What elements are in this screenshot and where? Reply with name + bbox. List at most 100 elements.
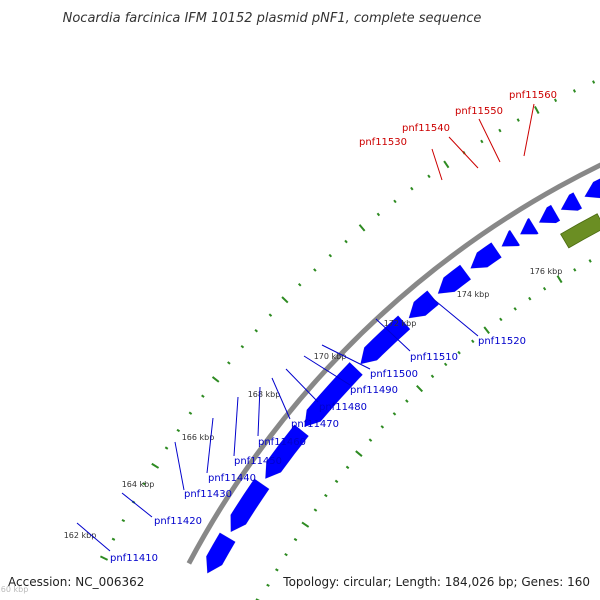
inner-tick [405, 399, 409, 403]
inner-tick [334, 479, 339, 484]
outer-tick [553, 98, 558, 103]
outer-tick [358, 224, 366, 232]
reverse-gene-label: pnf11490 [350, 385, 398, 396]
inner-tick [324, 493, 328, 498]
backbone-arc [186, 162, 600, 565]
reverse-gene-label: pnf11410 [110, 553, 158, 564]
inner-tick [313, 508, 318, 512]
reverse-gene-leader [431, 297, 479, 337]
reverse-gene-leader [206, 417, 214, 474]
other-features [560, 213, 600, 249]
scale-label: 170 kbp [314, 352, 347, 361]
outer-tick [121, 518, 126, 523]
reverse-gene-leader [375, 318, 411, 352]
reverse-gene-arrow [584, 178, 600, 199]
inner-tick [513, 307, 517, 311]
outer-tick [151, 462, 160, 469]
reverse-gene-label: pnf11460 [258, 437, 306, 448]
reverse-gene-leader [121, 492, 153, 518]
reverse-gene-leader [271, 377, 291, 420]
scale-labels: 160 kbp 162 kbp 164 kbp 166 kbp 168 kbp 170 k… [0, 267, 562, 594]
outer-tick [393, 199, 397, 204]
reverse-gene-arrow [265, 424, 309, 480]
outer-tick [111, 537, 116, 541]
inner-tick [443, 362, 448, 367]
plasmid-backbone [186, 162, 600, 565]
scale-label: 172 kbp [384, 319, 417, 328]
reverse-gene-leader [257, 386, 261, 437]
reverse-gene-arrow [304, 361, 363, 428]
reverse-gene-label: pnf11430 [184, 489, 232, 500]
inner-tick [380, 425, 385, 429]
reverse-gene-leader [285, 368, 319, 403]
outer-tick [516, 118, 520, 122]
reverse-gene-arrow [206, 532, 236, 574]
inner-tick [416, 384, 424, 393]
outer-tick [188, 411, 193, 415]
outer-tick [344, 239, 348, 244]
inner-tick [368, 438, 373, 442]
reverse-gene-labels: pnf11410 pnf11420 pnf11430 pnf11440 pnf11450… [76, 297, 526, 564]
inner-tick [471, 339, 475, 344]
map-title: Nocardia farcinica IFM 10152 plasmid pNF… [63, 11, 482, 26]
reverse-gene-label: pnf11420 [154, 516, 202, 527]
reverse-strand-genes [206, 178, 600, 574]
inner-tick-ring [255, 259, 592, 600]
reverse-gene-label: pnf11450 [234, 456, 282, 467]
reverse-gene-arrow [560, 192, 583, 211]
inner-tick [573, 268, 577, 272]
outer-tick [313, 268, 317, 272]
outer-tick [281, 296, 289, 304]
outer-tick [376, 212, 381, 217]
scale-label: 160 kbp [0, 585, 28, 594]
forward-gene-leader [478, 118, 501, 163]
inner-tick [266, 583, 270, 587]
reverse-gene-leader [174, 441, 185, 491]
outer-tick [592, 80, 596, 84]
outer-tick [240, 344, 245, 349]
inner-tick [284, 552, 288, 557]
inner-tick [588, 259, 592, 263]
scale-label: 164 kbp [122, 480, 155, 489]
outer-tick [201, 394, 205, 398]
reverse-gene-leader [303, 355, 351, 386]
forward-gene-leader [523, 103, 535, 157]
misc-feature-box [560, 213, 600, 249]
outer-tick [176, 428, 181, 433]
outer-tick [410, 186, 414, 191]
inner-tick [355, 450, 363, 457]
reverse-gene-arrow [470, 242, 502, 269]
inner-tick [556, 275, 563, 284]
outer-tick [572, 89, 577, 93]
reverse-gene-leader [76, 522, 111, 552]
outer-tick [254, 329, 259, 333]
scale-label: 168 kbp [248, 390, 281, 399]
reverse-gene-arrow [501, 229, 521, 247]
outer-tick [480, 139, 484, 144]
outer-tick [427, 174, 431, 179]
forward-gene-label: pnf11540 [402, 123, 450, 134]
forward-gene-label: pnf11560 [509, 90, 557, 101]
reverse-gene-label: pnf11500 [370, 369, 418, 380]
scale-label: 174 kbp [457, 290, 490, 299]
inner-tick [275, 568, 279, 572]
forward-gene-labels: pnf11530 pnf11540 pnf11550 pnf11560 [359, 90, 557, 181]
reverse-gene-label: pnf11480 [319, 402, 367, 413]
outer-tick [268, 313, 273, 317]
inner-tick [293, 537, 298, 542]
reverse-gene-arrow [408, 290, 440, 319]
inner-tick [457, 350, 461, 355]
reverse-gene-arrow [230, 478, 270, 533]
reverse-gene-label: pnf11520 [478, 336, 526, 347]
outer-tick [142, 482, 146, 486]
reverse-gene-leader [321, 344, 371, 370]
topology-text: Topology: circular; Length: 184,026 bp; … [282, 575, 590, 589]
reverse-gene-label: pnf11470 [291, 419, 339, 430]
inner-tick [345, 465, 350, 470]
outer-tick [534, 105, 540, 114]
outer-tick [443, 160, 450, 169]
forward-gene-leader [448, 136, 479, 169]
outer-tick [99, 555, 109, 561]
